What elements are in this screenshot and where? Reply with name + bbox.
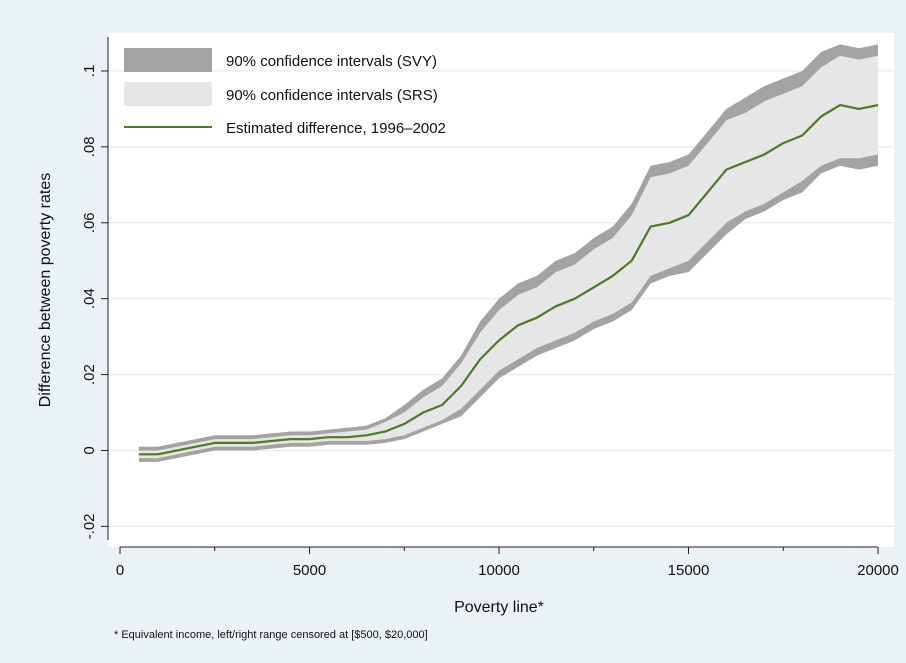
y-tick-label-6: .1 bbox=[81, 65, 98, 78]
footnote: * Equivalent income, left/right range ce… bbox=[114, 629, 428, 641]
y-tick-label-1: 0 bbox=[81, 446, 98, 454]
legend-swatch-srs bbox=[124, 82, 212, 106]
legend-label-svy: 90% confidence intervals (SVY) bbox=[226, 53, 437, 70]
x-tick-label-4: 20000 bbox=[857, 562, 899, 579]
axes: -.02 0 .02 .04 .06 .08 .1 0 5000 10000 15000 20000 bbox=[81, 37, 899, 579]
y-tick-label-3: .04 bbox=[81, 288, 98, 309]
legend-label-line: Estimated difference, 1996–2002 bbox=[226, 120, 446, 137]
estimate-line-layer bbox=[138, 103, 879, 456]
legend-label-srs: 90% confidence intervals (SRS) bbox=[226, 87, 438, 104]
x-tick-label-1: 5000 bbox=[293, 562, 326, 579]
y-tick-label-0: -.02 bbox=[81, 513, 98, 539]
y-tick-label-5: .08 bbox=[81, 136, 98, 157]
y-tick-label-4: .06 bbox=[81, 212, 98, 233]
x-tick-label-0: 0 bbox=[116, 562, 124, 579]
confidence-bands bbox=[138, 44, 878, 462]
legend-swatch-svy bbox=[124, 48, 212, 72]
y-tick-label-2: .02 bbox=[81, 364, 98, 385]
x-axis-title: Poverty line* bbox=[454, 599, 544, 616]
y-axis-title: Difference between poverty rates bbox=[37, 173, 54, 408]
srs-confidence-band bbox=[138, 55, 878, 459]
legend: 90% confidence intervals (SVY) 90% confi… bbox=[124, 48, 446, 137]
x-tick-label-2: 10000 bbox=[478, 562, 520, 579]
estimated-difference-line bbox=[138, 103, 879, 456]
x-tick-label-3: 15000 bbox=[668, 562, 710, 579]
